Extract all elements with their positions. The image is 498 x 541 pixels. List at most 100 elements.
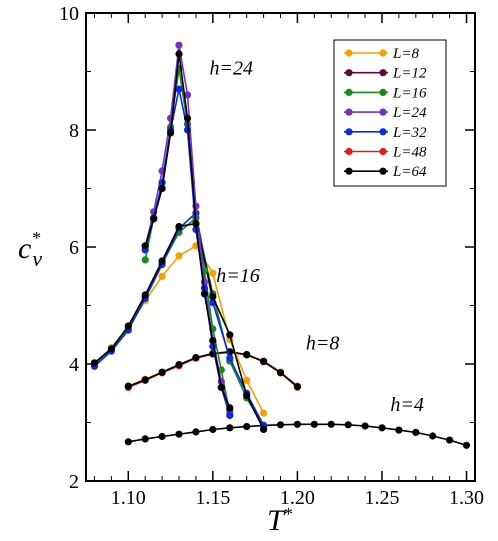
data-point xyxy=(276,421,285,429)
legend-label: L=24 xyxy=(392,105,427,121)
legend-marker xyxy=(345,108,353,116)
data-point xyxy=(243,423,251,431)
legend-marker xyxy=(345,69,353,77)
data-point xyxy=(260,425,268,434)
data-point xyxy=(158,272,166,280)
data-point xyxy=(192,354,200,362)
data-point xyxy=(293,383,301,391)
data-point xyxy=(226,354,234,362)
data-point xyxy=(361,422,369,430)
data-point xyxy=(395,426,403,434)
data-point xyxy=(209,269,217,277)
data-point xyxy=(226,331,234,339)
curve-annotation: h=16 xyxy=(216,265,260,287)
data-point xyxy=(226,404,234,412)
data-point xyxy=(344,421,352,429)
data-point xyxy=(209,425,217,434)
series-line xyxy=(93,216,265,428)
data-point xyxy=(175,85,183,93)
legend-label: L=48 xyxy=(392,145,427,161)
legend-marker xyxy=(379,167,387,175)
data-point xyxy=(175,252,183,260)
data-point xyxy=(293,420,301,428)
data-point xyxy=(124,322,132,330)
legend-marker xyxy=(345,88,353,96)
data-point xyxy=(192,428,200,436)
data-point xyxy=(226,424,234,432)
data-point xyxy=(175,41,183,49)
legend-marker xyxy=(379,108,387,116)
data-point xyxy=(150,215,158,223)
series-line xyxy=(144,45,231,412)
data-point xyxy=(175,361,183,369)
legend-label: L=64 xyxy=(392,164,427,180)
data-point xyxy=(183,91,192,99)
y-tick-label: 8 xyxy=(69,120,79,142)
legend-label: L=16 xyxy=(392,85,427,101)
data-point xyxy=(124,382,132,390)
data-point xyxy=(446,436,454,444)
legend-box xyxy=(333,39,447,187)
data-point xyxy=(327,420,335,428)
y-tick-label: 10 xyxy=(59,3,79,25)
legend-marker xyxy=(379,88,387,96)
data-point xyxy=(90,359,99,367)
data-point xyxy=(200,290,208,298)
data-point xyxy=(310,420,318,428)
y-tick-label: 2 xyxy=(69,471,79,493)
data-point xyxy=(141,435,149,443)
series-line xyxy=(93,211,265,426)
data-point xyxy=(462,441,471,449)
y-axis-title: cv* xyxy=(18,228,42,271)
curve-annotation: h=8 xyxy=(306,332,340,354)
data-point xyxy=(175,430,183,438)
data-point xyxy=(141,256,149,264)
data-point xyxy=(158,368,166,376)
legend-marker xyxy=(345,147,353,156)
data-point xyxy=(141,291,149,299)
data-point xyxy=(141,376,149,384)
data-point xyxy=(124,438,132,446)
data-point xyxy=(158,184,166,193)
data-point xyxy=(217,383,225,391)
legend-label: L=12 xyxy=(392,66,427,82)
data-point xyxy=(412,428,420,436)
x-tick-label: 1.15 xyxy=(195,487,230,509)
data-point xyxy=(226,411,234,420)
data-point xyxy=(107,345,115,353)
data-point xyxy=(158,432,166,441)
data-point xyxy=(243,376,251,384)
curve-annotation: h=24 xyxy=(209,57,253,79)
y-tick-label: 6 xyxy=(69,237,79,259)
data-point xyxy=(175,222,183,231)
data-layer xyxy=(90,41,471,449)
x-tick-label: 1.30 xyxy=(449,487,484,509)
data-point xyxy=(243,351,251,359)
legend-label: L=32 xyxy=(392,125,427,141)
legend-marker xyxy=(379,69,387,77)
data-point xyxy=(158,257,166,265)
annotations: h=24 h=16 h=8 h=4 xyxy=(209,57,423,415)
data-point xyxy=(429,432,437,440)
axis-ticks: 1.10 1.15 1.20 1.25 1.30 2 4 6 8 10 xyxy=(59,3,484,509)
x-tick-label: 1.25 xyxy=(364,487,399,509)
data-point xyxy=(167,129,175,137)
data-point xyxy=(141,242,149,250)
curve-annotation: h=4 xyxy=(390,394,424,416)
data-point xyxy=(276,369,285,377)
legend-label: L=8 xyxy=(392,46,419,62)
data-point xyxy=(260,358,268,366)
data-point xyxy=(192,220,200,228)
x-tick-label: 1.20 xyxy=(280,487,315,509)
data-point xyxy=(175,50,183,58)
data-point xyxy=(209,337,217,345)
y-tick-label: 4 xyxy=(69,354,79,376)
legend-marker xyxy=(379,147,387,156)
legend-marker xyxy=(345,49,353,57)
legend-marker xyxy=(345,128,353,136)
legend-marker xyxy=(379,128,387,136)
legend: L=8 L=12 L=16 L=24 L=32 L=48 L=64 xyxy=(333,39,447,187)
series-line xyxy=(144,53,231,409)
data-point xyxy=(260,409,268,417)
